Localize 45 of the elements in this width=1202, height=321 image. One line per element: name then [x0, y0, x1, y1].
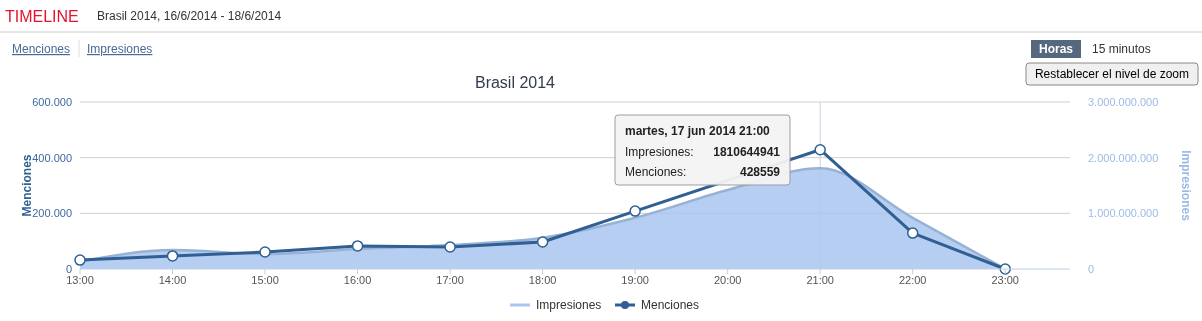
- y2-tick-label: 3.000.000.000: [1088, 96, 1159, 108]
- text: 15 minutos: [1092, 42, 1151, 56]
- text: Horas: [1038, 42, 1074, 56]
- y2-tick-label: 2.000.000.000: [1088, 151, 1159, 164]
- x-tick-label: 15:00: [251, 274, 279, 286]
- y2-axis-title: Impresiones: [1179, 150, 1193, 222]
- point: [74, 254, 86, 266]
- x-tick-label: 23:00: [991, 274, 1019, 286]
- x-tick-label: 21:00: [806, 274, 834, 286]
- x-tick-label: 14:00: [158, 274, 187, 286]
- point: [906, 227, 919, 239]
- point: [536, 236, 549, 248]
- y2-tick-label: 0: [1088, 263, 1095, 275]
- point: [259, 246, 271, 258]
- y2-tick-label: 1.000.000.000: [1088, 207, 1159, 220]
- text: Menciones: [12, 42, 71, 56]
- annotation: 1810644941: [713, 145, 781, 159]
- x-tick-label: 19:00: [621, 274, 649, 286]
- y-tick-label: 600.000: [32, 96, 72, 108]
- annotation: 428559: [739, 165, 781, 179]
- x-tick-label: 16:00: [343, 274, 372, 286]
- x-tick-label: 20:00: [713, 274, 742, 286]
- legend-label: Impresiones: [536, 298, 602, 312]
- annotation: Impresiones:: [625, 145, 694, 159]
- x-tick-label: 18:00: [528, 274, 557, 286]
- text: Brasil 2014, 16/6/2014 - 18/6/2014: [97, 9, 282, 23]
- x-tick-label: 13:00: [66, 274, 94, 286]
- legend-label: Menciones: [641, 298, 700, 312]
- point: [814, 143, 826, 156]
- y-tick-label: 400.000: [32, 151, 72, 164]
- y-tick-label: 200.000: [32, 207, 72, 220]
- chart-title: Brasil 2014: [474, 74, 556, 91]
- text: TIMELINE: [5, 8, 79, 25]
- point: [166, 250, 179, 262]
- y-tick-label: 0: [65, 263, 72, 275]
- annotation: martes, 17 jun 2014 21:00: [625, 124, 771, 138]
- text: Restablecer el nivel de zoom: [1034, 67, 1190, 81]
- annotation: Menciones:: [625, 165, 687, 179]
- x-tick-label: 22:00: [898, 274, 927, 286]
- point: [629, 205, 641, 217]
- y-axis-title: Menciones: [20, 154, 34, 217]
- x-tick-label: 17:00: [436, 274, 464, 286]
- text: Impresiones: [87, 42, 153, 56]
- point: [444, 241, 456, 253]
- point: [351, 240, 364, 252]
